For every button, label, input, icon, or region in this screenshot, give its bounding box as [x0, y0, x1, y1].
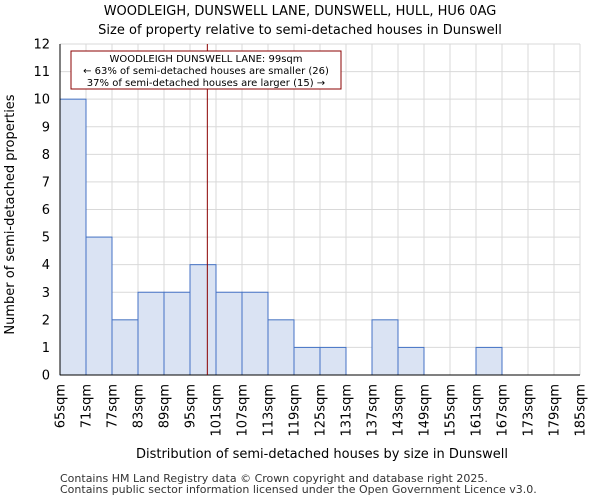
y-tick-label-1: 1 — [42, 341, 50, 356]
y-tick-label-2: 2 — [42, 313, 50, 328]
x-tick-label-149sqm: 149sqm — [418, 384, 433, 437]
x-tick-label-143sqm: 143sqm — [392, 384, 407, 437]
bar-95sqm — [189, 264, 217, 376]
x-tick-label-83sqm: 83sqm — [132, 384, 147, 428]
y-tick-label-3: 3 — [42, 286, 50, 301]
bar-101sqm — [215, 291, 243, 376]
annotation-line-2: ← 63% of semi-detached houses are smalle… — [83, 66, 329, 77]
y-tick-label-11: 11 — [33, 65, 50, 80]
annotation-border — [70, 50, 342, 90]
axes — [59, 44, 580, 376]
y-tick-label-6: 6 — [42, 203, 50, 218]
chart-subtitle: Size of property relative to semi-detach… — [98, 23, 502, 38]
y-tick-label-8: 8 — [42, 148, 50, 163]
annotation-line-1: WOODLEIGH DUNSWELL LANE: 99sqm — [109, 54, 302, 65]
x-tick-label-89sqm: 89sqm — [158, 384, 173, 428]
bars — [59, 98, 503, 376]
x-axis-label: Distribution of semi-detached houses by … — [136, 447, 508, 462]
footer-line-2: Contains public sector information licen… — [60, 483, 537, 496]
x-tick-label-77sqm: 77sqm — [106, 384, 121, 428]
annotation-line-3: 37% of semi-detached houses are larger (… — [87, 78, 325, 89]
bar-65sqm — [59, 98, 87, 376]
x-tick-label-119sqm: 119sqm — [288, 384, 303, 437]
x-tick-label-125sqm: 125sqm — [314, 384, 329, 437]
x-tick-label-65sqm: 65sqm — [54, 384, 69, 428]
x-tick-label-71sqm: 71sqm — [80, 384, 95, 428]
x-tick-label-113sqm: 113sqm — [262, 384, 277, 437]
bar-89sqm — [163, 291, 191, 376]
x-tick-label-107sqm: 107sqm — [236, 384, 251, 437]
y-tick-label-9: 9 — [42, 120, 50, 135]
x-tick-label-161sqm: 161sqm — [470, 384, 485, 437]
chart-title: WOODLEIGH, DUNSWELL LANE, DUNSWELL, HULL… — [103, 4, 497, 19]
chart-title-block: WOODLEIGH, DUNSWELL LANE, DUNSWELL, HULL… — [0, 2, 600, 40]
y-tick-label-12: 12 — [33, 38, 50, 53]
annotation-box: WOODLEIGH DUNSWELL LANE: 99sqm ← 63% of … — [70, 50, 342, 90]
x-tick-label-155sqm: 155sqm — [444, 384, 459, 437]
bar-125sqm — [319, 346, 347, 376]
x-tick-label-173sqm: 173sqm — [522, 384, 537, 437]
x-tick-label-101sqm: 101sqm — [210, 384, 225, 437]
bar-137sqm — [371, 319, 399, 376]
x-tick-label-179sqm: 179sqm — [548, 384, 563, 437]
bar-71sqm — [85, 236, 113, 376]
x-tick-label-137sqm: 137sqm — [366, 384, 381, 437]
y-tick-label-10: 10 — [33, 93, 50, 108]
bar-77sqm — [111, 319, 139, 376]
bar-83sqm — [137, 291, 165, 376]
footer-line-1: Contains HM Land Registry data © Crown c… — [60, 472, 488, 485]
x-tick-label-131sqm: 131sqm — [340, 384, 355, 437]
y-tick-label-5: 5 — [42, 231, 50, 246]
y-tick-label-4: 4 — [42, 258, 50, 273]
footer-attribution: Contains HM Land Registry data © Crown c… — [60, 473, 537, 495]
x-tick-label-167sqm: 167sqm — [496, 384, 511, 437]
y-tick-label-7: 7 — [42, 175, 50, 190]
x-tick-label-185sqm: 185sqm — [574, 384, 589, 437]
y-tick-label-0: 0 — [42, 369, 50, 384]
bar-107sqm — [241, 291, 269, 376]
bar-113sqm — [267, 319, 295, 376]
bar-161sqm — [475, 346, 503, 376]
bar-143sqm — [397, 346, 425, 376]
bar-119sqm — [293, 346, 321, 376]
y-axis-label: Number of semi-detached properties — [3, 94, 18, 334]
x-tick-label-95sqm: 95sqm — [184, 384, 199, 428]
